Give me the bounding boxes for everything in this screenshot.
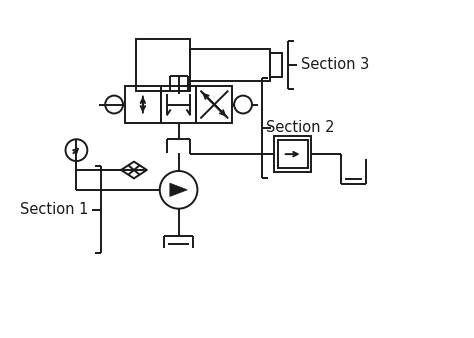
Bar <box>161 86 196 123</box>
Bar <box>136 39 191 91</box>
Bar <box>125 86 161 123</box>
Bar <box>274 136 311 172</box>
Text: Section 1: Section 1 <box>20 202 88 217</box>
Polygon shape <box>170 183 187 196</box>
Bar <box>278 140 308 168</box>
Text: Section 3: Section 3 <box>301 57 369 72</box>
Text: Section 2: Section 2 <box>266 120 334 135</box>
Bar <box>191 49 270 81</box>
Bar <box>196 86 232 123</box>
Bar <box>270 53 282 77</box>
